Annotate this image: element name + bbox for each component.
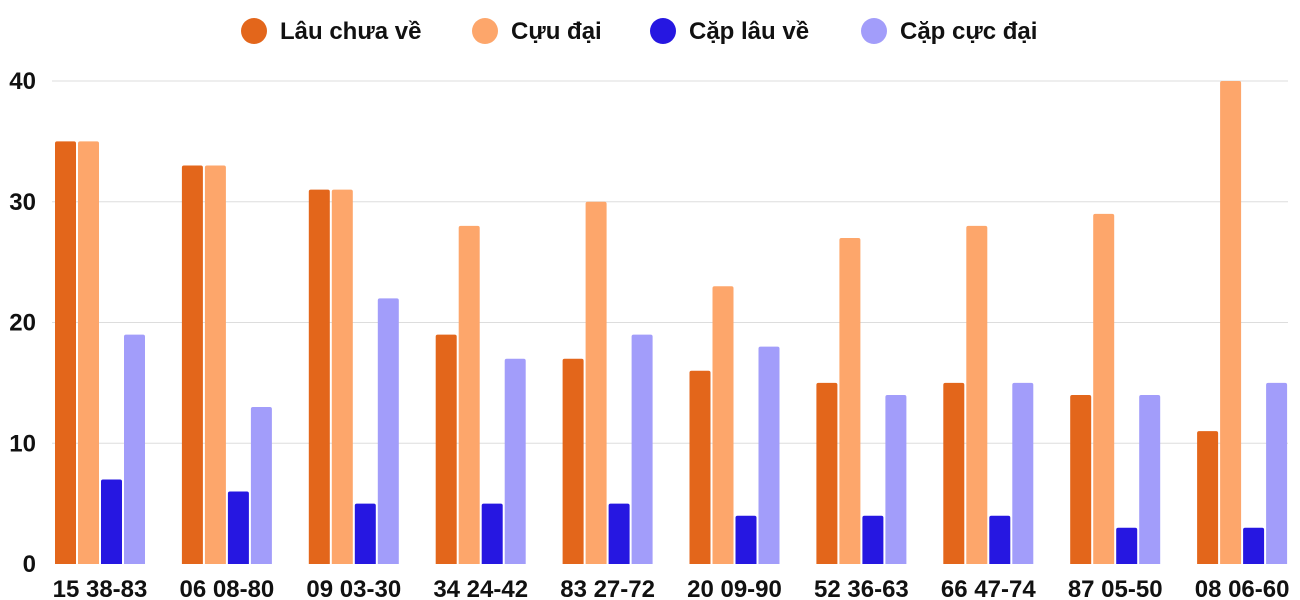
bar-1-10	[1197, 431, 1219, 564]
bar-3-8	[989, 515, 1011, 564]
legend-marker	[861, 18, 887, 44]
bar-2-1	[78, 141, 99, 564]
bar-2-10	[1220, 81, 1242, 564]
legend-label: Cặp cực đại	[900, 18, 1037, 45]
bar-2-4	[458, 225, 480, 564]
y-tick-label: 10	[9, 430, 36, 457]
bar-1-4	[435, 334, 457, 564]
bar-4-10	[1266, 382, 1288, 564]
bar-4-6	[758, 346, 780, 564]
bar-1-7	[816, 382, 838, 564]
x-tick-label: 83 27-72	[560, 576, 655, 600]
bar-4-7	[885, 394, 907, 564]
bar-2-3	[331, 189, 353, 565]
bar-3-9	[1116, 527, 1138, 564]
bar-4-4	[504, 358, 526, 564]
x-tick-label: 66 47-74	[941, 576, 1036, 600]
bar-1-1	[55, 141, 76, 564]
x-tick-label: 06 08-80	[180, 576, 275, 600]
bar-2-5	[585, 201, 607, 564]
x-axis: 15 38-83 06 08-80 09 03-30 34 24-42 83 27-72…	[53, 576, 1290, 600]
x-tick-label: 09 03-30	[306, 576, 401, 600]
y-tick-label: 20	[9, 310, 36, 337]
bar-4-1	[124, 334, 145, 564]
bar-3-2	[227, 491, 249, 564]
bar-1-2	[181, 165, 203, 564]
bar-2-7	[839, 237, 861, 564]
bar-1-9	[1070, 394, 1092, 564]
y-tick-label: 30	[9, 189, 36, 216]
bar-4-8	[1012, 382, 1034, 564]
bar-1-3	[308, 189, 330, 565]
bar-4-2	[250, 407, 272, 564]
bars	[55, 81, 1288, 565]
legend-label: Cựu đại	[511, 18, 602, 45]
legend-label: Lâu chưa về	[280, 18, 421, 45]
y-tick-label: 0	[23, 551, 36, 578]
x-tick-label: 08 06-60	[1195, 576, 1290, 600]
bar-3-5	[608, 503, 630, 564]
bar-3-3	[354, 503, 376, 564]
legend: Lâu chưa về Cựu đại Cặp lâu về Cặp cực đại	[241, 18, 1037, 45]
bar-2-8	[966, 225, 988, 564]
y-tick-label: 40	[9, 68, 36, 95]
bar-4-5	[631, 334, 653, 564]
bar-1-5	[562, 358, 584, 564]
bar-3-1	[101, 479, 122, 564]
bar-1-8	[943, 382, 965, 564]
x-tick-label: 20 09-90	[687, 576, 782, 600]
x-tick-label: 34 24-42	[433, 576, 528, 600]
bar-3-6	[735, 515, 757, 564]
y-axis: 0 10 20 30 40	[9, 68, 36, 578]
bar-2-2	[204, 165, 226, 564]
legend-marker	[650, 18, 676, 44]
legend-marker	[241, 18, 267, 44]
bar-3-4	[481, 503, 503, 564]
x-tick-label: 15 38-83	[53, 576, 148, 600]
bar-4-9	[1139, 394, 1161, 564]
x-tick-label: 87 05-50	[1068, 576, 1163, 600]
bar-1-6	[689, 370, 711, 564]
legend-label: Cặp lâu về	[689, 18, 809, 45]
bar-2-6	[712, 286, 734, 564]
bar-3-10	[1243, 527, 1265, 564]
bar-2-9	[1093, 213, 1115, 564]
x-tick-label: 52 36-63	[814, 576, 909, 600]
bar-4-3	[377, 298, 399, 564]
legend-marker	[472, 18, 498, 44]
bar-3-7	[862, 515, 884, 564]
